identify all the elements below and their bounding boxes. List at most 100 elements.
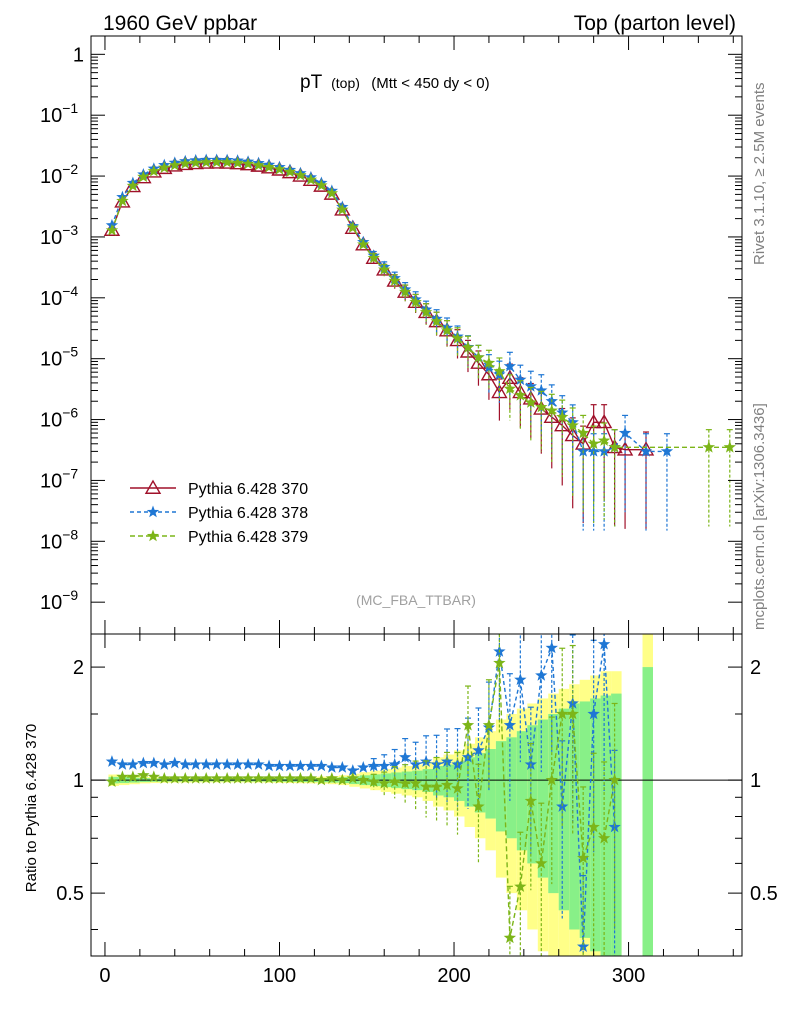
data-point: [556, 410, 569, 423]
data-point: [524, 379, 537, 392]
ratio-point: [482, 718, 496, 731]
y-tick-label: 10−9: [40, 587, 78, 614]
ratio-point: [545, 641, 558, 654]
uncertainty-band-green: [495, 741, 507, 832]
data-point: [587, 444, 600, 457]
ratio-point: [388, 775, 401, 787]
ratio-point: [419, 780, 433, 793]
data-point: [545, 404, 558, 416]
data-point: [147, 164, 161, 177]
data-point: [660, 444, 674, 457]
ratio-point: [231, 771, 244, 784]
data-point: [419, 305, 433, 318]
data-point: [105, 223, 119, 236]
y-tick-exp: −5: [62, 344, 78, 360]
ratio-point: [283, 759, 297, 772]
ratio-point: [367, 759, 380, 772]
series-line-p378: [111, 159, 667, 453]
ratio-point: [220, 758, 234, 770]
y-tick-exp: −6: [62, 405, 78, 421]
ratio-point: [158, 758, 171, 770]
y-tick-exp: −2: [62, 161, 78, 177]
ratio-point: [189, 758, 202, 770]
ratio-point: [189, 771, 202, 784]
ratio-point: [535, 668, 548, 681]
y-tick-base: 10: [40, 531, 62, 553]
ratio-point: [200, 771, 213, 784]
x-tick-label: 200: [437, 965, 470, 987]
uncertainty-band-green: [474, 753, 486, 813]
ratio-point: [587, 820, 600, 833]
ratio-point: [440, 755, 454, 767]
ratio-point: [273, 771, 286, 784]
ratio-point: [179, 758, 192, 770]
legend: Pythia 6.428 370 Pythia 6.428 378 Pythia 6…: [130, 479, 308, 546]
ratio-point: [262, 759, 276, 772]
data-point: [639, 444, 653, 457]
ratio-point: [252, 771, 265, 784]
y-tick-label: 10−2: [40, 161, 78, 188]
side-label-mcplots: mcplots.cern.ch [arXiv:1306.3436]: [751, 403, 768, 630]
ratio-point: [378, 776, 391, 789]
ratio-y-tick-label-right: 1: [750, 770, 761, 792]
series-line-p370: [111, 161, 646, 451]
data-point: [608, 440, 621, 453]
data-point: [524, 396, 537, 408]
data-point: [535, 400, 548, 413]
ratio-point: [430, 780, 443, 793]
data-point: [367, 251, 380, 264]
legend-label-p370: Pythia 6.428 370: [188, 481, 308, 498]
ratio-point: [398, 776, 412, 789]
y-tick-exp: −3: [62, 222, 78, 238]
y-tick-base: 10: [40, 410, 62, 432]
data-point: [388, 274, 401, 287]
data-point: [294, 168, 307, 181]
legend-marker-p379: [146, 529, 160, 542]
data-point: [168, 158, 181, 171]
y-tick-exp: −8: [62, 526, 78, 542]
ratio-point: [126, 758, 140, 770]
data-point: [597, 434, 611, 446]
uncertainty-band-green: [579, 701, 591, 938]
y-tick-label: 1: [73, 44, 84, 66]
uncertainty-band-green: [464, 757, 475, 807]
data-point: [252, 158, 265, 171]
chart-title-rest: (Mtt < 450 dy < 0): [371, 75, 489, 92]
data-point: [158, 161, 171, 173]
uncertainty-band-green: [537, 719, 549, 878]
data-point: [587, 437, 600, 450]
ratio-y-axis-label: Ratio to Pythia 6.428 370: [23, 724, 40, 892]
data-point: [482, 356, 496, 369]
ratio-point: [105, 755, 119, 767]
uncertainty-band-green: [569, 703, 580, 930]
y-tick-exp: −4: [62, 283, 78, 299]
ratio-point: [357, 761, 370, 773]
ratio-point: [461, 718, 475, 731]
data-point: [126, 179, 140, 192]
ratio-point: [200, 758, 213, 770]
y-tick-base: 10: [40, 166, 62, 188]
ratio-point: [210, 771, 223, 784]
ratio-point: [514, 673, 527, 686]
ratio-point: [556, 707, 569, 720]
y-tick-base: 10: [40, 470, 62, 492]
data-point: [503, 359, 517, 372]
y-tick-exp: −9: [62, 587, 78, 603]
data-point: [618, 426, 632, 439]
ratio-y-tick-label: 0.5: [56, 883, 84, 905]
ratio-point: [168, 756, 181, 769]
data-point: [315, 179, 328, 191]
series-p378: [105, 153, 674, 531]
ratio-point: [304, 771, 318, 784]
header-left: 1960 GeV ppbar: [103, 12, 257, 35]
chart-title: pT (top) (Mtt < 450 dy < 0): [300, 72, 490, 93]
ratio-point: [524, 794, 537, 807]
legend-marker-p378: [146, 505, 160, 518]
data-point: [220, 155, 234, 168]
data-point: [231, 156, 244, 169]
ratio-point: [315, 759, 328, 772]
series-p370: [103, 154, 655, 529]
data-point: [378, 263, 391, 275]
ratio-point: [545, 773, 558, 786]
